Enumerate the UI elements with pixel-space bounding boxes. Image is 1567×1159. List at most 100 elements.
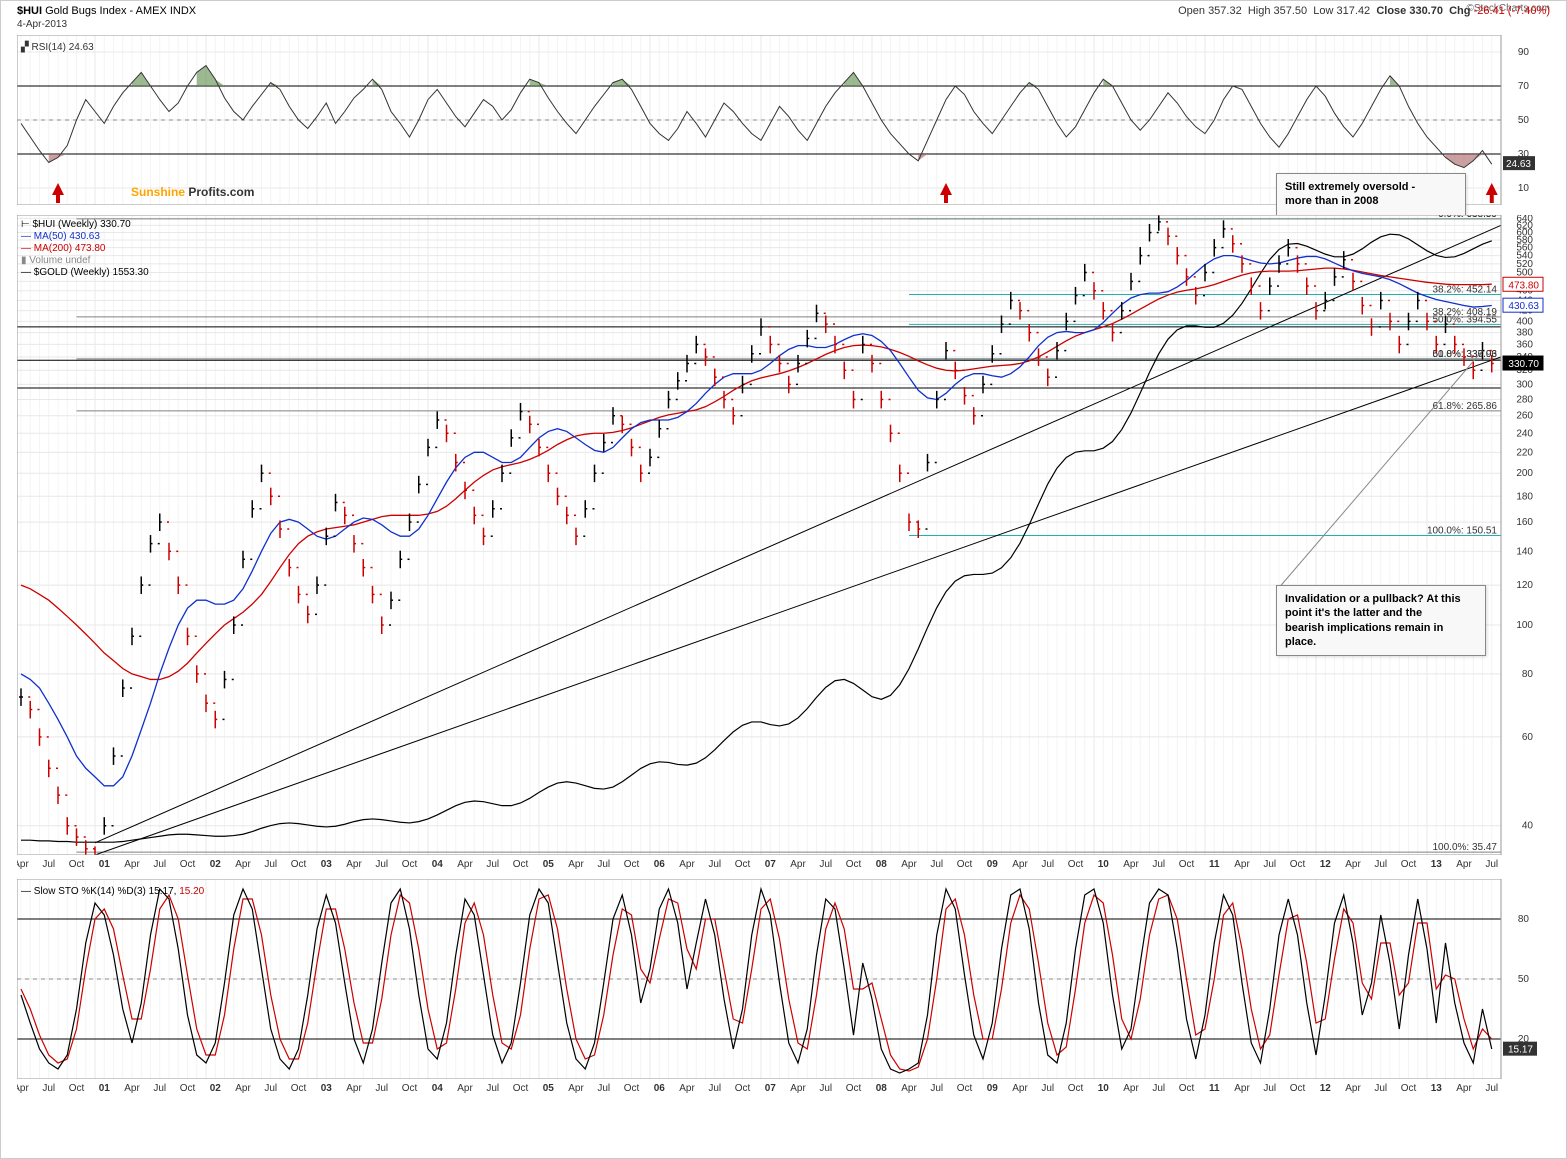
- svg-text:Oct: Oct: [624, 859, 640, 870]
- svg-text:12: 12: [1320, 859, 1332, 870]
- svg-text:380: 380: [1516, 328, 1533, 339]
- svg-text:Oct: Oct: [1179, 859, 1195, 870]
- svg-text:430.63: 430.63: [1508, 301, 1539, 312]
- svg-text:11: 11: [1209, 1083, 1220, 1094]
- chart-header: $HUI Gold Bugs Index - AMEX INDX Open 35…: [17, 5, 1550, 21]
- svg-text:Apr: Apr: [124, 1083, 140, 1094]
- svg-text:08: 08: [876, 1083, 888, 1094]
- svg-text:Apr: Apr: [1234, 859, 1250, 870]
- svg-text:Jul: Jul: [1485, 1083, 1498, 1094]
- svg-text:Apr: Apr: [1345, 859, 1361, 870]
- svg-text:Apr: Apr: [17, 1083, 29, 1094]
- svg-text:Oct: Oct: [1179, 1083, 1195, 1094]
- chart-date: 4-Apr-2013: [17, 19, 67, 30]
- svg-text:07: 07: [765, 859, 777, 870]
- svg-text:01: 01: [99, 859, 111, 870]
- close-val: 330.70: [1409, 5, 1443, 17]
- price-annotation: Invalidation or a pullback? At thispoint…: [1276, 585, 1486, 656]
- svg-text:Jul: Jul: [264, 859, 277, 870]
- svg-text:Jul: Jul: [1041, 859, 1054, 870]
- svg-text:10: 10: [1518, 183, 1530, 194]
- svg-text:04: 04: [432, 859, 444, 870]
- svg-text:Apr: Apr: [1012, 859, 1028, 870]
- stochastic-panel: 20508015.17 — Slow STO %K(14) %D(3) 15.1…: [17, 879, 1550, 1079]
- svg-text:Jul: Jul: [708, 859, 721, 870]
- svg-text:09: 09: [987, 1083, 999, 1094]
- svg-text:Jul: Jul: [1263, 1083, 1276, 1094]
- svg-text:Jul: Jul: [1374, 859, 1387, 870]
- svg-text:Apr: Apr: [124, 859, 140, 870]
- low-val: 317.42: [1337, 5, 1371, 17]
- svg-text:Apr: Apr: [790, 1083, 806, 1094]
- svg-text:Oct: Oct: [846, 1083, 862, 1094]
- svg-text:40: 40: [1522, 821, 1534, 832]
- price-legend: ⊢ $HUI (Weekly) 330.70 — MA(50) 430.63 —…: [21, 219, 149, 279]
- svg-text:Oct: Oct: [513, 1083, 529, 1094]
- chg-val: -26.41 (-7.40%): [1474, 5, 1550, 17]
- stochastic-chart: 20508015.17: [17, 879, 1552, 1079]
- svg-text:640: 640: [1516, 215, 1533, 224]
- svg-text:Oct: Oct: [1401, 859, 1417, 870]
- svg-text:50.0%: 337.03: 50.0%: 337.03: [1433, 349, 1498, 360]
- svg-text:Apr: Apr: [235, 859, 251, 870]
- svg-text:Apr: Apr: [568, 859, 584, 870]
- svg-text:160: 160: [1516, 517, 1533, 528]
- svg-text:03: 03: [321, 1083, 333, 1094]
- svg-text:Oct: Oct: [957, 1083, 973, 1094]
- svg-text:330.70: 330.70: [1508, 359, 1539, 370]
- svg-text:100.0%: 150.51: 100.0%: 150.51: [1427, 525, 1497, 536]
- svg-text:24.63: 24.63: [1506, 159, 1531, 170]
- svg-text:Oct: Oct: [513, 859, 529, 870]
- svg-text:70: 70: [1518, 81, 1530, 92]
- svg-text:Jul: Jul: [42, 859, 55, 870]
- svg-text:400: 400: [1516, 316, 1533, 327]
- svg-text:Jul: Jul: [930, 859, 943, 870]
- svg-text:Jul: Jul: [1152, 859, 1165, 870]
- rsi-annotation: Still extremely oversold -more than in 2…: [1276, 173, 1466, 216]
- svg-text:Jul: Jul: [1374, 1083, 1387, 1094]
- svg-text:120: 120: [1516, 580, 1533, 591]
- svg-text:Jul: Jul: [708, 1083, 721, 1094]
- svg-text:Apr: Apr: [235, 1083, 251, 1094]
- svg-text:Jul: Jul: [486, 859, 499, 870]
- svg-text:Jul: Jul: [486, 1083, 499, 1094]
- svg-text:Jul: Jul: [1485, 859, 1498, 870]
- svg-text:Oct: Oct: [735, 1083, 751, 1094]
- svg-text:Jul: Jul: [930, 1083, 943, 1094]
- svg-text:260: 260: [1516, 411, 1533, 422]
- svg-text:360: 360: [1516, 339, 1533, 350]
- svg-text:Oct: Oct: [69, 859, 85, 870]
- svg-text:38.2%: 452.14: 38.2%: 452.14: [1433, 285, 1498, 296]
- svg-text:Apr: Apr: [1456, 1083, 1472, 1094]
- svg-text:Jul: Jul: [264, 1083, 277, 1094]
- svg-text:Oct: Oct: [1068, 1083, 1084, 1094]
- svg-text:Apr: Apr: [1123, 1083, 1139, 1094]
- svg-text:Oct: Oct: [1290, 1083, 1306, 1094]
- svg-text:100: 100: [1516, 620, 1533, 631]
- svg-text:200: 200: [1516, 468, 1533, 479]
- svg-text:Oct: Oct: [1290, 859, 1306, 870]
- svg-text:61.8%: 265.86: 61.8%: 265.86: [1433, 401, 1498, 412]
- svg-text:01: 01: [99, 1083, 111, 1094]
- svg-text:Oct: Oct: [291, 859, 307, 870]
- svg-text:Jul: Jul: [1041, 1083, 1054, 1094]
- svg-text:Oct: Oct: [180, 1083, 196, 1094]
- svg-text:15.17: 15.17: [1508, 1045, 1533, 1056]
- svg-text:Apr: Apr: [1123, 859, 1139, 870]
- svg-text:Oct: Oct: [624, 1083, 640, 1094]
- symbol: $HUI: [17, 5, 42, 17]
- svg-text:240: 240: [1516, 428, 1533, 439]
- svg-text:Oct: Oct: [846, 859, 862, 870]
- svg-text:05: 05: [543, 1083, 555, 1094]
- svg-text:Apr: Apr: [790, 859, 806, 870]
- svg-text:Oct: Oct: [402, 1083, 418, 1094]
- svg-text:08: 08: [876, 859, 888, 870]
- svg-text:Apr: Apr: [679, 859, 695, 870]
- svg-text:Apr: Apr: [901, 859, 917, 870]
- svg-text:05: 05: [543, 859, 555, 870]
- svg-text:300: 300: [1516, 379, 1533, 390]
- svg-text:80: 80: [1518, 914, 1530, 925]
- svg-text:80: 80: [1522, 669, 1534, 680]
- svg-text:03: 03: [321, 859, 333, 870]
- svg-text:Apr: Apr: [457, 1083, 473, 1094]
